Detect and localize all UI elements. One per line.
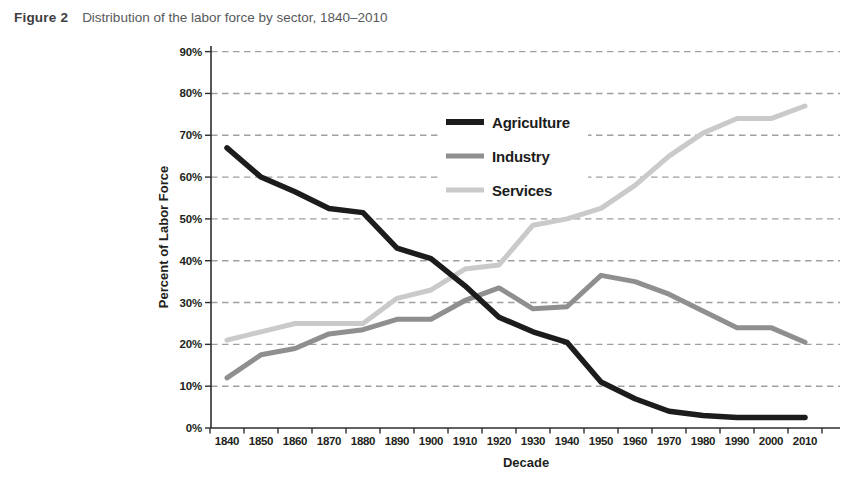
- x-tick-label: 1970: [657, 435, 681, 447]
- legend-label-agriculture: Agriculture: [492, 114, 570, 131]
- x-tick-label: 1950: [589, 435, 613, 447]
- y-tick-label: 90%: [180, 46, 202, 58]
- x-tick-label: 1880: [351, 435, 375, 447]
- y-tick-label: 80%: [180, 87, 202, 99]
- y-tick-label: 30%: [180, 297, 202, 309]
- y-tick-label: 20%: [180, 338, 202, 350]
- x-tick-label: 1900: [419, 435, 443, 447]
- x-tick-label: 1890: [385, 435, 409, 447]
- legend-label-industry: Industry: [492, 148, 550, 165]
- y-tick-label: 10%: [180, 380, 202, 392]
- x-tick-label: 1980: [691, 435, 715, 447]
- y-tick-label: 50%: [180, 213, 202, 225]
- x-tick-label: 1990: [725, 435, 749, 447]
- y-tick-label: 60%: [180, 171, 202, 183]
- x-tick-label: 1840: [215, 435, 239, 447]
- figure-page: Figure 2Distribution of the labor force …: [0, 0, 854, 484]
- legend-label-services: Services: [492, 182, 552, 199]
- x-tick-label: 1910: [453, 435, 477, 447]
- x-tick-label: 1930: [521, 435, 545, 447]
- x-tick-label: 1940: [555, 435, 579, 447]
- x-tick-label: 1870: [317, 435, 341, 447]
- labor-force-line-chart: 0% 10% 20% 30% 40% 50% 60% 70% 80% 90% 1840 1850 186…: [0, 0, 854, 484]
- y-tick-label: 70%: [180, 129, 202, 141]
- y-tick-label: 40%: [180, 255, 202, 267]
- x-tick-label: 2010: [793, 435, 817, 447]
- y-tick-label: 0%: [186, 422, 202, 434]
- x-tick-label: 1920: [487, 435, 511, 447]
- x-tick-label: 2000: [759, 435, 783, 447]
- y-axis-title: Percent of Labor Force: [156, 166, 171, 308]
- x-axis-title: Decade: [503, 455, 549, 470]
- x-tick-label: 1850: [249, 435, 273, 447]
- x-tick-label: 1860: [283, 435, 307, 447]
- x-tick-label: 1960: [623, 435, 647, 447]
